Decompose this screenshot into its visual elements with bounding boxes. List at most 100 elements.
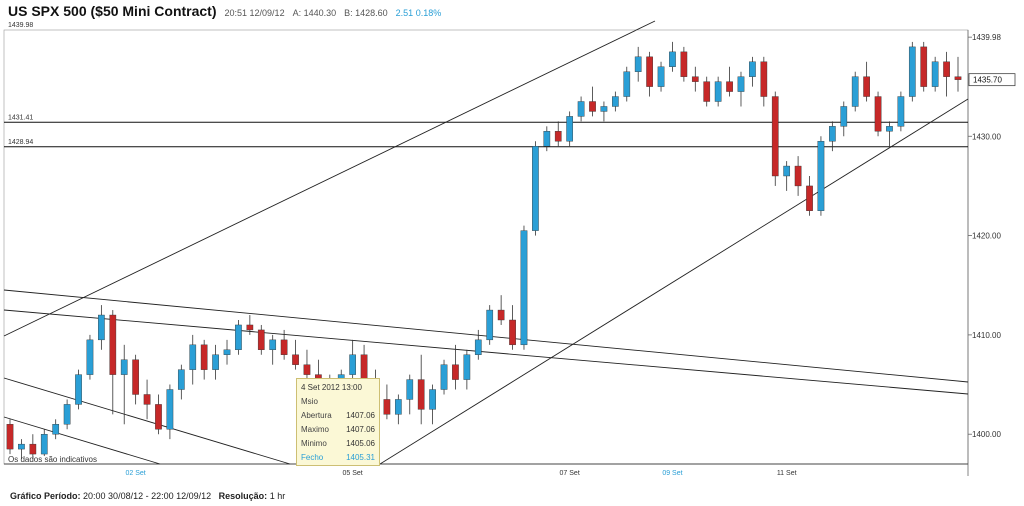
candle-body xyxy=(246,324,254,331)
candle-body xyxy=(760,61,768,97)
candle-body xyxy=(817,141,825,211)
candle-body xyxy=(486,309,494,341)
candle-body xyxy=(303,364,311,375)
candle-body xyxy=(874,96,882,132)
candle-body xyxy=(680,51,688,77)
x-axis-label: 05 Set xyxy=(343,470,363,477)
candle-body xyxy=(497,309,505,321)
candle-body xyxy=(771,96,779,177)
candle-body xyxy=(612,96,619,107)
disclaimer-note: Os dados são indicativos xyxy=(8,455,97,464)
candle-body xyxy=(532,145,539,231)
period-value: 20:00 30/08/12 - 22:00 12/09/12 xyxy=(83,491,212,501)
candle-body xyxy=(829,126,836,142)
tooltip-low-value: 1405.06 xyxy=(346,439,375,448)
candle-body xyxy=(783,165,791,177)
last-price-box xyxy=(968,73,1016,87)
candle-body xyxy=(155,404,162,430)
candle-body xyxy=(120,359,128,375)
tooltip-close-label: Fecho xyxy=(301,453,324,462)
candle-body xyxy=(600,106,608,112)
trend-line xyxy=(379,98,969,465)
candle-body xyxy=(52,424,60,435)
candle-body xyxy=(634,56,642,72)
candle-body xyxy=(931,61,939,87)
candle-body xyxy=(554,131,562,142)
period-label: Gráfico Período: xyxy=(10,491,81,501)
trend-line xyxy=(3,309,969,395)
quote-time: 20:51 12/09/12 xyxy=(224,8,285,18)
price-change: 2.51 0.18% xyxy=(395,8,442,18)
candle-body xyxy=(737,76,745,92)
candle-body xyxy=(452,364,459,380)
candle-body xyxy=(280,339,288,355)
chart-header: US SPX 500 ($50 Mini Contract) 20:51 12/… xyxy=(8,3,441,21)
y-tick-label: 1430.00 xyxy=(972,132,1001,141)
candle-body xyxy=(520,230,528,346)
candle-body xyxy=(474,339,482,355)
tooltip-close-value: 1405.31 xyxy=(346,453,375,462)
bid-price: B: 1428.60 xyxy=(344,8,388,18)
candle-body xyxy=(269,339,277,350)
instrument-title: US SPX 500 ($50 Mini Contract) xyxy=(8,3,217,19)
horizontal-level-label: 1428.94 xyxy=(8,139,33,146)
y-tick-label: 1400.00 xyxy=(972,430,1001,439)
candle-body xyxy=(109,314,117,375)
x-axis-label: 02 Set xyxy=(126,470,146,477)
candle-body xyxy=(726,81,733,92)
candle-body xyxy=(75,374,82,405)
candle-body xyxy=(509,319,516,346)
last-price-label: 1435.70 xyxy=(973,76,1002,85)
top-value-label: 1439.98 xyxy=(8,22,33,29)
candle-body xyxy=(623,71,631,97)
candle-body xyxy=(886,126,893,132)
y-tick-label: 1439.98 xyxy=(972,33,1001,42)
candle-body xyxy=(703,81,711,102)
candle-body xyxy=(360,354,368,380)
candle-body xyxy=(566,116,574,142)
candle-body xyxy=(851,76,859,107)
candle-body xyxy=(223,349,231,355)
candle-body xyxy=(840,106,848,127)
candle-body xyxy=(954,76,962,80)
candle-body xyxy=(235,324,242,350)
candle-body xyxy=(417,379,425,410)
candle-body xyxy=(714,81,722,102)
candle-body xyxy=(177,369,185,390)
candle-body xyxy=(63,404,71,425)
candle-body xyxy=(143,394,151,405)
x-axis-label: 11 Set xyxy=(777,470,797,477)
candle-body xyxy=(292,354,299,365)
ask-price: A: 1440.30 xyxy=(292,8,337,18)
candle-body xyxy=(406,379,414,400)
candle-body xyxy=(806,185,813,211)
tooltip-open-value: 1407.06 xyxy=(346,411,375,420)
candle-body xyxy=(200,344,208,370)
trend-line xyxy=(3,416,161,465)
candle-body xyxy=(383,399,391,415)
candle-body xyxy=(29,443,37,455)
candle-body xyxy=(589,101,596,112)
candle-body xyxy=(349,354,356,375)
candle-body xyxy=(189,344,197,370)
candle-body xyxy=(40,434,48,455)
candle-body xyxy=(440,364,448,390)
tooltip-datetime: 4 Set 2012 13:00 xyxy=(301,383,362,392)
candle-body xyxy=(646,56,653,87)
x-axis-label: 09 Set xyxy=(662,470,682,477)
candle-body xyxy=(394,399,402,415)
y-tick-label: 1420.00 xyxy=(972,232,1001,241)
horizontal-level-label: 1431.41 xyxy=(8,114,33,121)
trend-line xyxy=(3,20,656,337)
tooltip-high-value: 1407.06 xyxy=(346,425,375,434)
candle-body xyxy=(98,314,105,341)
candle-body xyxy=(669,51,676,67)
candle-body xyxy=(166,389,174,430)
candle-body xyxy=(794,165,802,187)
chart-footer: Gráfico Período: 20:00 30/08/12 - 22:00 … xyxy=(10,491,285,501)
tooltip-open-label: Abertura xyxy=(301,411,332,420)
candle-body xyxy=(863,76,870,97)
candle-body xyxy=(6,424,14,450)
trend-line xyxy=(3,289,969,383)
